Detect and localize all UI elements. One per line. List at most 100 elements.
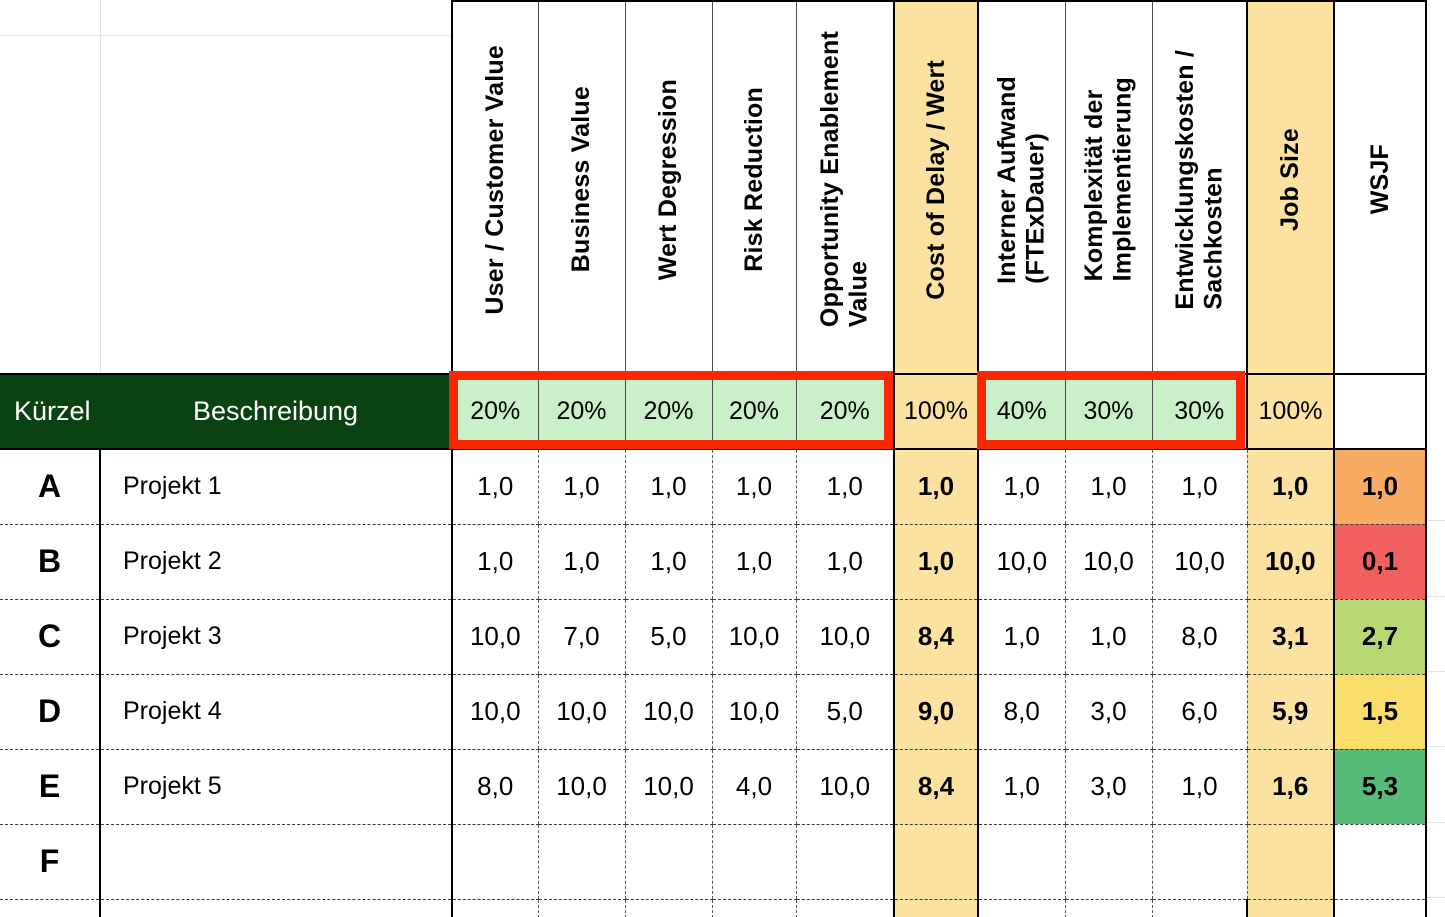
cell-risk-reduction[interactable]: 10,0: [711, 599, 796, 675]
row-description[interactable]: Projekt 4: [100, 674, 453, 750]
cell-komplexitaet[interactable]: 3,0: [1064, 674, 1152, 750]
sheet-gridline-right-5: [1426, 822, 1445, 823]
weight-risk-reduction[interactable]: 20%: [711, 373, 796, 450]
cell-cost-of-delay: [893, 899, 979, 917]
row-description[interactable]: [100, 824, 453, 900]
sheet-gridline-vertical: [100, 0, 101, 373]
sheet-gridline-right-3: [1426, 671, 1445, 672]
cell-entwicklungskosten[interactable]: [1151, 899, 1247, 917]
table-row-partial[interactable]: [0, 899, 1427, 917]
header-komplexitaet: Komplexität der Implementierung: [1064, 0, 1152, 374]
cell-wert-degression[interactable]: [624, 899, 712, 917]
cell-interner-aufwand[interactable]: 10,0: [978, 524, 1065, 600]
sheet-gridline-right-2: [1426, 596, 1445, 597]
header-label: Interner Aufwand (FTExDauer): [993, 75, 1050, 284]
header-risk-reduction: Risk Reduction: [711, 0, 796, 374]
cell-interner-aufwand[interactable]: 1,0: [978, 599, 1065, 675]
cell-wert-degression[interactable]: 5,0: [624, 599, 712, 675]
cell-entwicklungskosten[interactable]: 8,0: [1151, 599, 1247, 675]
cell-risk-reduction[interactable]: 4,0: [711, 749, 796, 825]
cell-opportunity-enablement-value[interactable]: 1,0: [795, 449, 894, 525]
cell-user-customer-value[interactable]: 1,0: [452, 449, 538, 525]
table-row[interactable]: C Projekt 3 10,0 7,0 5,0 10,0 10,0 8,4 1…: [0, 599, 1427, 675]
cell-wert-degression[interactable]: 1,0: [624, 524, 712, 600]
weight-opportunity-enablement-value[interactable]: 20%: [795, 373, 894, 450]
cell-wert-degression[interactable]: [624, 824, 712, 900]
cell-risk-reduction[interactable]: 1,0: [711, 449, 796, 525]
weight-komplexitaet[interactable]: 30%: [1064, 373, 1152, 450]
cell-opportunity-enablement-value[interactable]: [795, 899, 894, 917]
cell-user-customer-value[interactable]: [452, 824, 538, 900]
row-description[interactable]: Projekt 5: [100, 749, 453, 825]
table-header-row: User / Customer Value Business Value Wer…: [0, 0, 1427, 374]
cell-risk-reduction[interactable]: [711, 899, 796, 917]
cell-business-value[interactable]: 10,0: [537, 674, 625, 750]
cell-wert-degression[interactable]: 1,0: [624, 449, 712, 525]
cell-interner-aufwand[interactable]: [977, 899, 1065, 917]
cell-komplexitaet[interactable]: [1064, 899, 1152, 917]
cell-job-size: 3,1: [1246, 599, 1334, 675]
header-label: Entwicklungskosten / Sachkosten: [1170, 49, 1228, 310]
table-row[interactable]: F: [0, 824, 1427, 900]
cell-risk-reduction[interactable]: [711, 824, 796, 900]
cell-komplexitaet[interactable]: 10,0: [1064, 524, 1152, 600]
cell-business-value[interactable]: [537, 824, 625, 900]
row-description[interactable]: Projekt 3: [100, 599, 453, 675]
cell-komplexitaet[interactable]: 1,0: [1064, 599, 1152, 675]
header-label: Job Size: [1276, 127, 1305, 232]
weight-business-value[interactable]: 20%: [537, 373, 625, 450]
row-code: D: [0, 674, 101, 750]
cell-opportunity-enablement-value[interactable]: 10,0: [795, 749, 894, 825]
cell-interner-aufwand[interactable]: [978, 824, 1065, 900]
weight-wert-degression[interactable]: 20%: [624, 373, 712, 450]
cell-opportunity-enablement-value[interactable]: 10,0: [795, 599, 894, 675]
cell-entwicklungskosten[interactable]: 10,0: [1151, 524, 1247, 600]
cell-opportunity-enablement-value[interactable]: 5,0: [795, 674, 894, 750]
row-description[interactable]: Projekt 2: [100, 524, 453, 600]
weight-user-customer-value[interactable]: 20%: [451, 373, 538, 450]
cell-user-customer-value[interactable]: 10,0: [452, 674, 538, 750]
row-description[interactable]: Projekt 1: [100, 449, 453, 525]
header-corner-code: [0, 1, 100, 374]
cell-user-customer-value[interactable]: [451, 899, 538, 917]
cell-komplexitaet[interactable]: 1,0: [1064, 449, 1152, 525]
cell-risk-reduction[interactable]: 10,0: [711, 674, 796, 750]
cell-business-value[interactable]: 7,0: [537, 599, 625, 675]
header-label: WSJF: [1365, 144, 1394, 215]
weight-wsjf-empty: [1333, 373, 1427, 450]
cell-wert-degression[interactable]: 10,0: [624, 674, 712, 750]
cell-business-value[interactable]: [537, 899, 625, 917]
cell-risk-reduction[interactable]: 1,0: [711, 524, 796, 600]
row-code: F: [0, 824, 101, 900]
cell-entwicklungskosten[interactable]: [1151, 824, 1247, 900]
cell-entwicklungskosten[interactable]: 1,0: [1151, 449, 1247, 525]
cell-business-value[interactable]: 10,0: [537, 749, 625, 825]
cell-wert-degression[interactable]: 10,0: [624, 749, 712, 825]
cell-cost-of-delay: 9,0: [893, 674, 979, 750]
cell-interner-aufwand[interactable]: 8,0: [978, 674, 1065, 750]
cell-opportunity-enablement-value[interactable]: 1,0: [795, 524, 894, 600]
header-user-customer-value: User / Customer Value: [451, 0, 538, 374]
cell-business-value[interactable]: 1,0: [537, 449, 625, 525]
cell-entwicklungskosten[interactable]: 1,0: [1151, 749, 1247, 825]
cell-opportunity-enablement-value[interactable]: [795, 824, 894, 900]
cell-komplexitaet[interactable]: 3,0: [1064, 749, 1152, 825]
cell-entwicklungskosten[interactable]: 6,0: [1151, 674, 1247, 750]
weight-entwicklungskosten[interactable]: 30%: [1151, 373, 1247, 450]
table-row[interactable]: E Projekt 5 8,0 10,0 10,0 4,0 10,0 8,4 1…: [0, 749, 1427, 825]
cell-business-value[interactable]: 1,0: [537, 524, 625, 600]
cell-user-customer-value[interactable]: 10,0: [452, 599, 538, 675]
table-row[interactable]: A Projekt 1 1,0 1,0 1,0 1,0 1,0 1,0 1,0 …: [0, 449, 1427, 525]
table-row[interactable]: D Projekt 4 10,0 10,0 10,0 10,0 5,0 9,0 …: [0, 674, 1427, 750]
row-code: E: [0, 749, 101, 825]
weight-interner-aufwand[interactable]: 40%: [977, 373, 1065, 450]
row-description[interactable]: [100, 899, 453, 917]
cell-interner-aufwand[interactable]: 1,0: [978, 749, 1065, 825]
cell-komplexitaet[interactable]: [1064, 824, 1152, 900]
weight-total-value: 100%: [893, 373, 979, 450]
cell-interner-aufwand[interactable]: 1,0: [978, 449, 1065, 525]
cell-job-size: 5,9: [1246, 674, 1334, 750]
cell-user-customer-value[interactable]: 1,0: [452, 524, 538, 600]
cell-user-customer-value[interactable]: 8,0: [452, 749, 538, 825]
table-row[interactable]: B Projekt 2 1,0 1,0 1,0 1,0 1,0 1,0 10,0…: [0, 524, 1427, 600]
